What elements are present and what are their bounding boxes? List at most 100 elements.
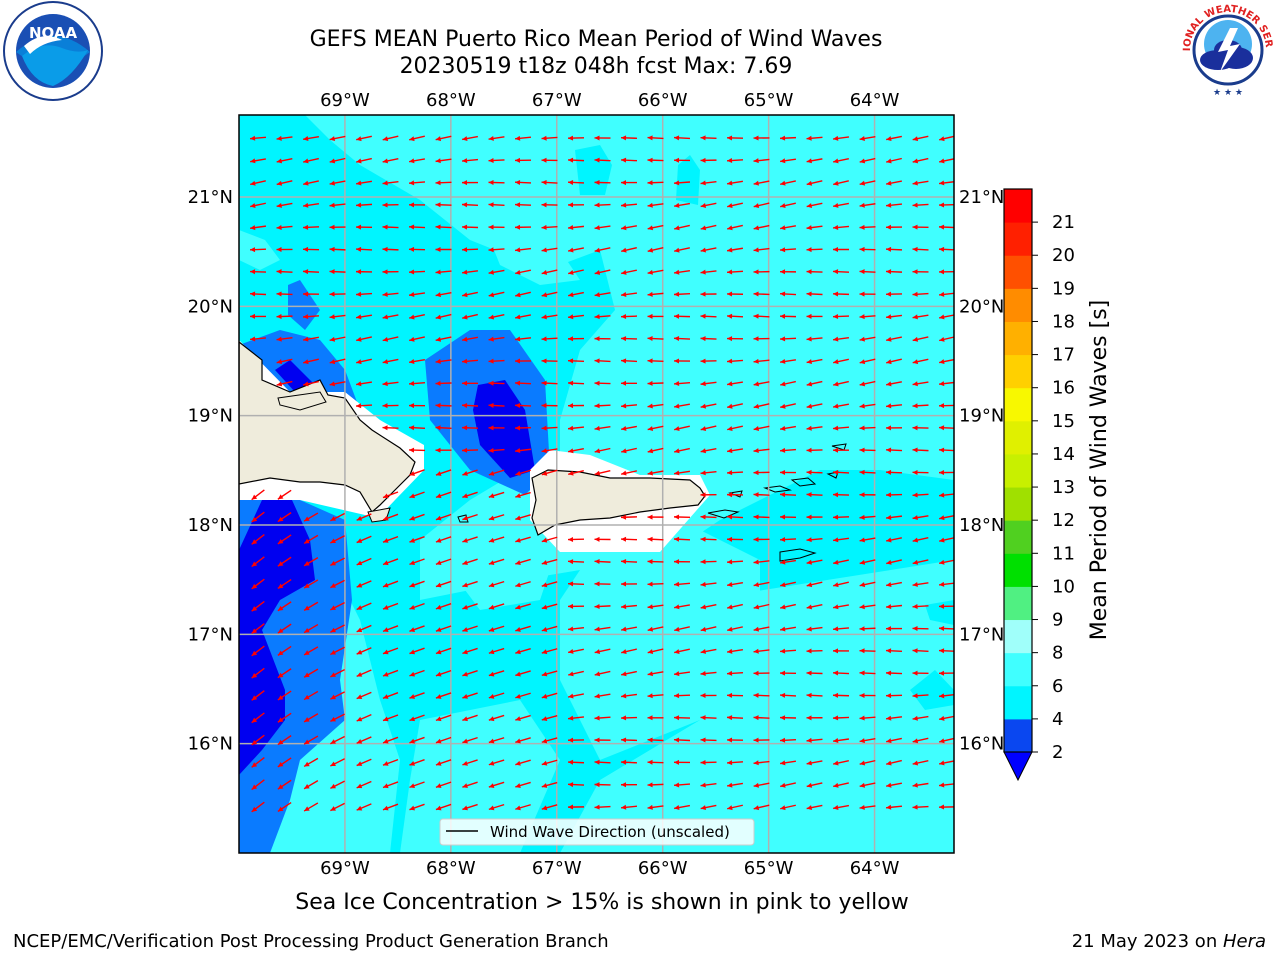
wind-arrow-head <box>621 157 627 163</box>
wind-arrow-head <box>806 626 812 632</box>
wind-arrow-head <box>250 247 256 253</box>
wind-arrow-head <box>780 469 786 475</box>
wind-arrow-head <box>382 425 388 431</box>
wind-arrow-head <box>541 292 548 298</box>
lon-label-bottom: 67°W <box>532 858 582 879</box>
wind-arrow-head <box>833 447 839 453</box>
wind-arrow-head <box>304 761 310 767</box>
wind-arrow-head <box>304 627 310 633</box>
wind-arrow-head <box>276 336 282 342</box>
wind-arrow-head <box>833 269 839 275</box>
wind-arrow-head <box>277 494 284 500</box>
wind-arrow-head <box>727 626 733 632</box>
wind-arrow-head <box>251 494 258 500</box>
wind-arrow-head <box>912 291 918 297</box>
wind-arrow-head <box>939 224 945 230</box>
wind-arrow-head <box>568 603 574 609</box>
wind-arrow-head <box>488 805 495 811</box>
wind-arrow-head <box>435 515 442 521</box>
longitude-labels-top: 69°W 68°W 67°W 66°W 65°W 64°W <box>320 90 900 111</box>
lat-label-right: 21°N <box>959 187 1004 208</box>
wind-arrow-head <box>674 180 680 186</box>
wind-arrow-head <box>939 269 945 275</box>
wind-arrow-head <box>647 626 654 632</box>
wind-arrow-head <box>939 559 945 565</box>
colorbar-label: Mean Period of Wind Waves [s] <box>1087 300 1112 640</box>
wind-arrow-head <box>780 447 786 453</box>
wind-arrow-head <box>276 269 282 275</box>
wind-arrow-head <box>859 381 866 387</box>
wind-arrow-head <box>541 314 547 320</box>
wind-arrow-head <box>833 202 839 208</box>
wind-arrow-head <box>912 359 919 365</box>
wind-arrow-head <box>806 760 813 766</box>
wind-arrow-head <box>780 313 786 319</box>
wind-arrow-head <box>594 336 600 342</box>
colorbar-tick-label: 10 <box>1052 576 1075 597</box>
wind-arrow-head <box>912 269 918 275</box>
wind-arrow-head <box>382 202 388 208</box>
wind-arrow-head <box>647 759 653 765</box>
wind-arrow-head <box>939 136 945 142</box>
wind-arrow-head <box>727 559 733 565</box>
colorbar-frame <box>1003 188 1033 753</box>
wind-arrow-head <box>912 559 919 565</box>
wind-arrow-head <box>780 492 786 498</box>
wind-arrow-head <box>621 403 627 409</box>
wind-arrow-head <box>939 603 945 609</box>
wind-arrow-head <box>753 180 760 186</box>
wind-arrow-head <box>435 202 441 208</box>
wind-arrow-head <box>674 782 680 788</box>
wind-arrow-head <box>462 560 468 566</box>
wind-arrow-head <box>621 737 627 743</box>
wind-arrow-head <box>939 202 945 208</box>
lon-label-top: 69°W <box>320 90 370 111</box>
wind-arrow-head <box>700 426 707 432</box>
wind-arrow-head <box>621 247 627 253</box>
wind-arrow-head <box>250 203 256 208</box>
wind-arrow-head <box>303 359 309 365</box>
wind-arrow-head <box>886 158 892 164</box>
wind-arrow-head <box>435 336 442 342</box>
wind-arrow-head <box>488 269 494 275</box>
wind-arrow-head <box>647 604 653 610</box>
wind-arrow-head <box>753 269 759 275</box>
wind-arrow-head <box>276 314 282 320</box>
wind-arrow-head <box>780 158 786 164</box>
wind-arrow-head <box>833 626 839 632</box>
wind-arrow-head <box>753 805 760 811</box>
wind-arrow-head <box>462 582 468 588</box>
wind-arrow-head <box>806 269 812 275</box>
wind-arrow-head <box>462 358 468 364</box>
wind-arrow-head <box>568 336 574 342</box>
wind-arrow-head <box>462 447 468 453</box>
wind-arrow-head <box>912 447 918 453</box>
wind-arrow-head <box>939 180 945 186</box>
wind-arrow-head <box>806 313 812 319</box>
wind-arrow-head <box>886 269 892 275</box>
wind-arrow-head <box>541 560 548 565</box>
wind-arrow-head <box>515 179 521 185</box>
wind-arrow-head <box>859 180 866 186</box>
wind-arrow-head <box>727 715 733 721</box>
wind-arrow-head <box>594 581 600 587</box>
wind-arrow-head <box>753 358 759 364</box>
wind-arrow-head <box>780 537 786 543</box>
wind-arrow-head <box>488 738 495 744</box>
wind-arrow-head <box>330 516 336 521</box>
land-puerto-rico <box>531 469 706 536</box>
colorbar-tick-label: 18 <box>1052 311 1075 332</box>
wind-arrow-head <box>568 157 574 163</box>
wind-arrow-head <box>462 760 468 766</box>
wind-arrow-head <box>329 359 336 365</box>
wind-arrow-head <box>488 425 494 431</box>
wind-arrow-head <box>277 695 284 700</box>
wind-arrow-head <box>435 560 442 566</box>
wind-arrow-head <box>383 582 389 588</box>
wind-arrow-head <box>859 537 865 543</box>
wind-arrow-head <box>621 202 627 208</box>
wind-arrow-head <box>251 717 258 723</box>
wind-arrow-head <box>912 224 918 230</box>
wind-arrow-head <box>462 493 468 499</box>
wind-arrow-head <box>594 559 600 565</box>
